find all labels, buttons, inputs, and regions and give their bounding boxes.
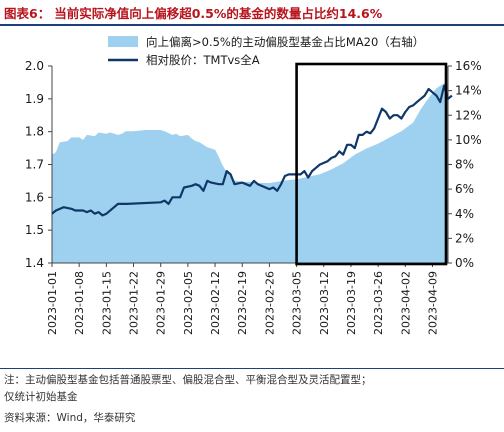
- x-tick-label: 2023-01-15: [100, 271, 113, 335]
- right-tick-label: 16%: [455, 59, 482, 73]
- x-tick-label: 2023-04-09: [426, 271, 439, 335]
- right-tick-label: 12%: [455, 108, 482, 122]
- x-tick-label: 2023-03-19: [345, 271, 358, 335]
- x-tick-label: 2023-02-26: [263, 271, 276, 335]
- x-tick-label: 2023-02-19: [236, 271, 249, 335]
- area-series-fund-share: [52, 83, 448, 263]
- right-tick-label: 10%: [455, 133, 482, 147]
- x-tick-label: 2023-01-08: [73, 271, 86, 335]
- left-tick-label: 1.8: [25, 125, 44, 139]
- left-tick-label: 1.6: [25, 190, 44, 204]
- right-tick-label: 0%: [455, 256, 474, 270]
- figure-number: 图表6：: [4, 6, 51, 21]
- x-tick-label: 2023-01-22: [128, 271, 141, 335]
- left-tick-label: 1.7: [25, 158, 44, 172]
- right-tick-label: 2%: [455, 231, 474, 245]
- source-note: 资料来源：Wind，华泰研究: [4, 412, 136, 424]
- x-tick-label: 2023-04-02: [399, 271, 412, 335]
- title-bar: 图表6： 当前实际净值向上偏移超0.5%的基金的数量占比约14.6%: [0, 0, 504, 26]
- legend-label-area: 向上偏离>0.5%的主动偏股型基金占比MA20（右轴）: [146, 35, 424, 49]
- chart-title: 图表6： 当前实际净值向上偏移超0.5%的基金的数量占比约14.6%: [4, 3, 382, 22]
- line-series-relative-price: [51, 84, 453, 217]
- left-tick-label: 1.5: [25, 223, 44, 237]
- right-tick-label: 8%: [455, 158, 474, 172]
- left-tick-label: 2.0: [25, 59, 44, 73]
- x-tick-label: 2023-01-01: [46, 271, 59, 335]
- right-tick-label: 4%: [455, 207, 474, 221]
- highlight-box: [295, 62, 448, 266]
- right-tick-label: 14%: [455, 84, 482, 98]
- x-tick-label: 2023-01-29: [155, 271, 168, 335]
- left-tick-label: 1.9: [25, 92, 44, 106]
- right-tick-label: 6%: [455, 182, 474, 196]
- x-tick-label: 2023-03-26: [372, 271, 385, 335]
- x-tick-label: 2023-03-05: [291, 271, 304, 335]
- x-tick-label: 2023-03-12: [318, 271, 331, 335]
- left-tick-label: 1.4: [25, 256, 44, 270]
- legend-swatch-area: [108, 36, 138, 47]
- footnote-line-2: 仅统计初始基金: [4, 391, 78, 403]
- x-tick-label: 2023-02-12: [209, 271, 222, 335]
- chart-canvas: 1.4 1.5 1.6 1.7 1.8 1.9 2.0 0% 2% 4% 6% 8% 10% 12% 14%…: [25, 35, 482, 335]
- footnote-line-1: 注：主动偏股型基金包括普通股票型、偏股混合型、平衡混合型及灵活配置型；: [4, 374, 372, 386]
- x-tick-label: 2023-02-05: [182, 271, 195, 335]
- figure-title-text: 当前实际净值向上偏移超0.5%的基金的数量占比约14.6%: [54, 6, 383, 21]
- note-divider: [0, 368, 504, 369]
- legend-label-line: 相对股价：TMTvs全A: [146, 53, 260, 67]
